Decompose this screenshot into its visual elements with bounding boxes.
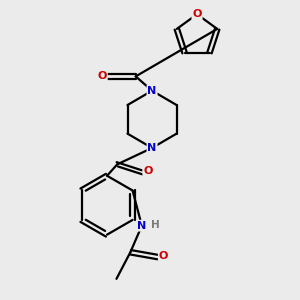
Text: O: O bbox=[98, 71, 107, 81]
Text: H: H bbox=[151, 220, 159, 230]
Text: N: N bbox=[137, 221, 146, 231]
Text: O: O bbox=[159, 250, 168, 260]
Text: O: O bbox=[192, 9, 202, 19]
Text: N: N bbox=[147, 143, 157, 153]
Text: O: O bbox=[143, 166, 153, 176]
Text: N: N bbox=[147, 86, 157, 96]
